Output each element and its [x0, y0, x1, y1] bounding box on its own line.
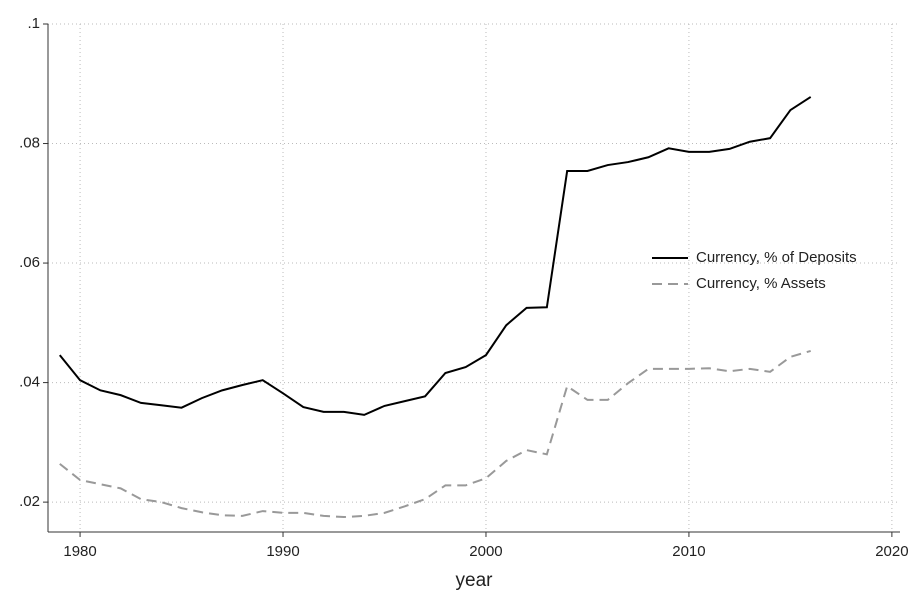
- x-tick-label: 2010: [672, 543, 705, 560]
- legend-label: Currency, % of Deposits: [696, 249, 857, 266]
- x-axis-title: year: [456, 570, 494, 591]
- x-tick-label: 1990: [266, 543, 299, 560]
- x-tick-label: 2020: [875, 543, 908, 560]
- y-tick-label: .04: [19, 374, 40, 391]
- x-tick-label: 1980: [63, 543, 96, 560]
- legend-label: Currency, % Assets: [696, 275, 826, 292]
- series-line: [58, 96, 812, 416]
- x-tick-label: 2000: [469, 543, 502, 560]
- y-tick-label: .1: [27, 15, 40, 32]
- series-line: [59, 349, 811, 519]
- y-tick-label: .06: [19, 254, 40, 271]
- y-tick-label: .02: [19, 493, 40, 510]
- y-tick-label: .08: [19, 134, 40, 151]
